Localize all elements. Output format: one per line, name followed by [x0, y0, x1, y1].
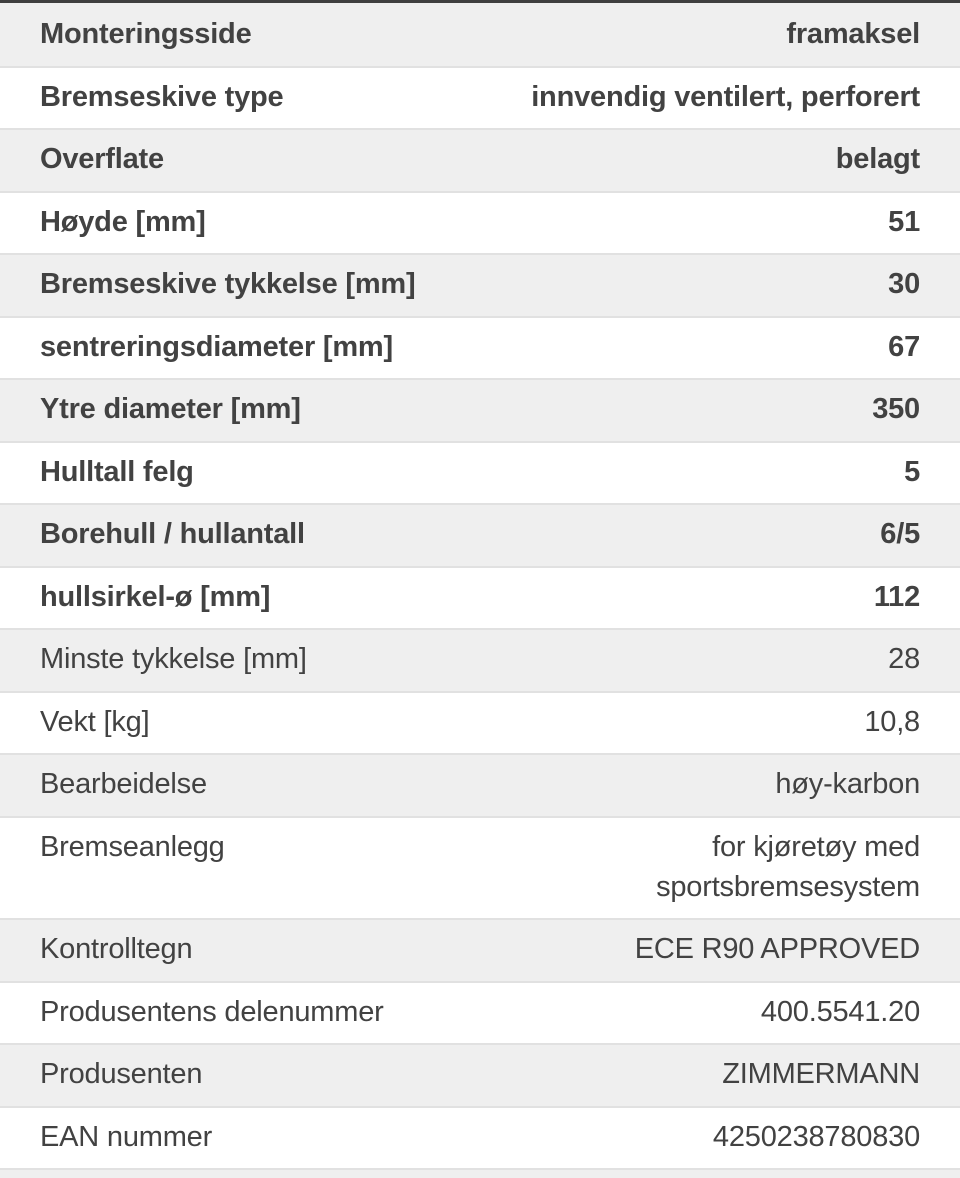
- spec-value: 6/5: [880, 518, 920, 551]
- spec-row: Borehull / hullantall 6/5: [0, 503, 960, 566]
- top-edge-bar: [0, 0, 960, 3]
- spec-label: Hulltall felg: [40, 455, 194, 488]
- spec-row: Bearbeidelse høy-karbon: [0, 753, 960, 816]
- spec-label: Bremseanlegg: [40, 830, 225, 863]
- spec-row: Hulltall felg 5: [0, 440, 960, 503]
- spec-value: framaksel: [786, 18, 920, 51]
- spec-row: Produsenten ZIMMERMANN: [0, 1043, 960, 1106]
- spec-table: Monteringsside framaksel Bremseskive typ…: [0, 3, 960, 1178]
- spec-label: Bremseskive type: [40, 80, 284, 113]
- spec-value: for kjøretøy med sportsbremsesystem: [656, 830, 920, 903]
- spec-label: Vekt [kg]: [40, 705, 150, 738]
- spec-value: ECE R90 APPROVED: [634, 933, 921, 966]
- spec-label: Produsentens delenummer: [40, 995, 384, 1028]
- spec-row: Bremseanlegg for kjøretøy med sportsbrem…: [0, 815, 960, 918]
- spec-row: Overflate belagt: [0, 128, 960, 191]
- spec-row: Minste tykkelse [mm] 28: [0, 628, 960, 691]
- partial-next-row: [0, 1168, 960, 1178]
- spec-label: Monteringsside: [40, 18, 252, 51]
- spec-label: Kontrolltegn: [40, 933, 193, 966]
- spec-label: Borehull / hullantall: [40, 518, 305, 551]
- spec-value: høy-karbon: [775, 768, 920, 801]
- spec-row: hullsirkel-ø [mm] 112: [0, 565, 960, 628]
- spec-row: Ytre diameter [mm] 350: [0, 378, 960, 441]
- spec-row: Bremseskive tykkelse [mm] 30: [0, 253, 960, 316]
- spec-value: 400.5541.20: [760, 995, 920, 1028]
- spec-value: 350: [872, 393, 920, 426]
- spec-value: 10,8: [864, 705, 920, 738]
- spec-label: hullsirkel-ø [mm]: [40, 580, 271, 613]
- spec-label: EAN nummer: [40, 1120, 213, 1153]
- spec-label: Produsenten: [40, 1058, 203, 1091]
- spec-row: sentreringsdiameter [mm] 67: [0, 315, 960, 378]
- spec-value: 28: [888, 643, 920, 676]
- spec-row: Kontrolltegn ECE R90 APPROVED: [0, 918, 960, 981]
- spec-label: Minste tykkelse [mm]: [40, 643, 307, 676]
- spec-value: 51: [888, 205, 920, 238]
- spec-row: Vekt [kg] 10,8: [0, 690, 960, 753]
- spec-row: EAN nummer 4250238780830: [0, 1105, 960, 1168]
- spec-value: 4250238780830: [712, 1120, 920, 1153]
- spec-label: Bearbeidelse: [40, 768, 207, 801]
- spec-row: Monteringsside framaksel: [0, 3, 960, 66]
- spec-row: Bremseskive type innvendig ventilert, pe…: [0, 65, 960, 128]
- spec-label: Høyde [mm]: [40, 205, 206, 238]
- spec-value: 112: [873, 580, 920, 613]
- spec-value: belagt: [835, 143, 920, 176]
- spec-value: 5: [904, 455, 920, 488]
- spec-label: Overflate: [40, 143, 164, 176]
- spec-label: Ytre diameter [mm]: [40, 393, 301, 426]
- spec-label: Bremseskive tykkelse [mm]: [40, 268, 416, 301]
- spec-value: innvendig ventilert, perforert: [531, 80, 920, 113]
- spec-row: Produsentens delenummer 400.5541.20: [0, 980, 960, 1043]
- spec-row: Høyde [mm] 51: [0, 190, 960, 253]
- spec-value: 67: [888, 330, 920, 363]
- spec-value: ZIMMERMANN: [722, 1058, 920, 1091]
- spec-label: sentreringsdiameter [mm]: [40, 330, 393, 363]
- spec-value: 30: [888, 268, 920, 301]
